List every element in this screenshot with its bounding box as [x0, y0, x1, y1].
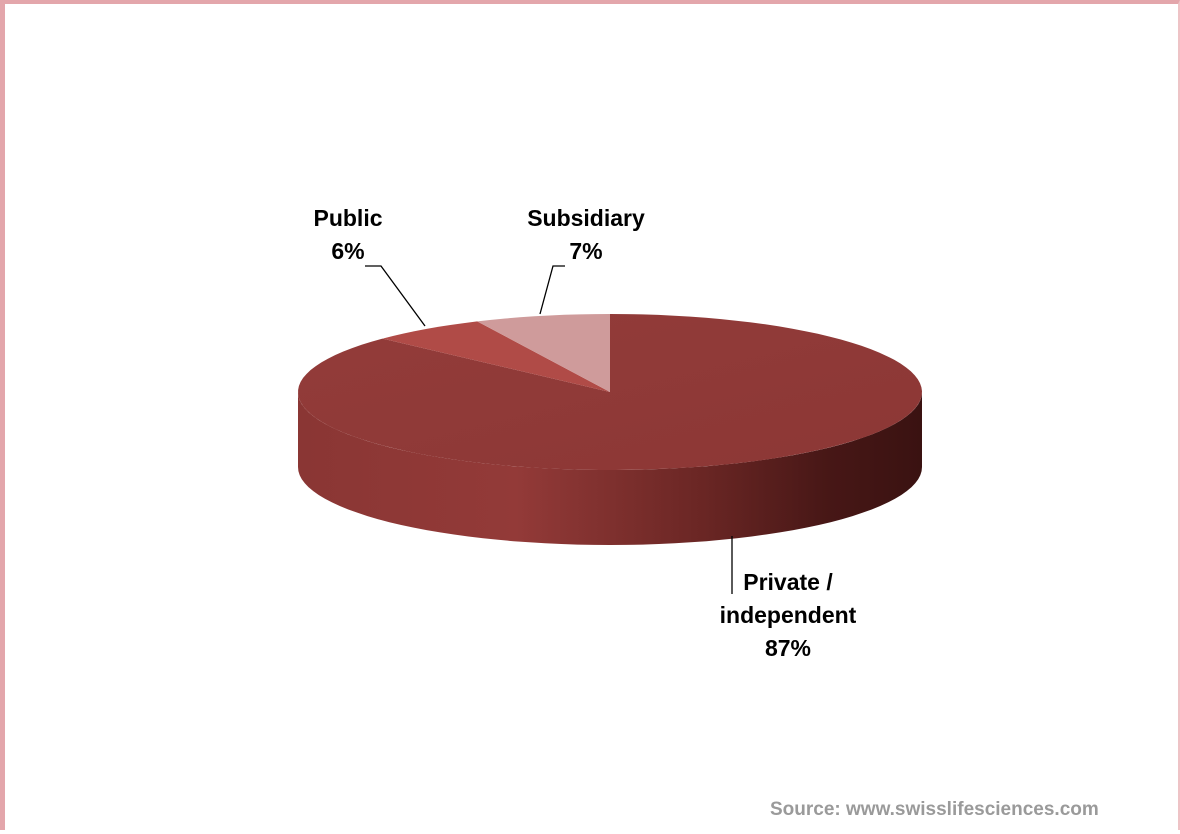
data-label-private-line: Private / [743, 569, 833, 595]
pie-slice-subsidiary [477, 314, 610, 392]
data-label-subsidiary: Subsidiary 7% [527, 205, 645, 264]
data-label-private-line: independent [720, 602, 857, 628]
data-label-subsidiary-line: 7% [569, 238, 602, 264]
pie-slice-side-private [298, 392, 922, 545]
data-label-private: Private / independent 87% [720, 569, 857, 661]
data-label-private-line: 87% [765, 635, 811, 661]
leader-line-subsidiary [539, 265, 565, 315]
pie-slice-public [382, 321, 610, 392]
leader-lines [365, 265, 733, 594]
data-label-public-line: Public [313, 205, 382, 231]
data-label-public: Public 6% [313, 205, 382, 264]
pie-side-layer [298, 392, 922, 545]
data-label-subsidiary-line: Subsidiary [527, 205, 645, 231]
data-label-public-line: 6% [331, 238, 364, 264]
data-labels: Private / independent 87% Public 6% Subsidiar… [313, 205, 856, 661]
pie-slice-private [298, 314, 923, 470]
pie-top-layer [298, 314, 923, 470]
leader-line-public [365, 265, 426, 327]
source-note: Source: www.swisslifesciences.com [770, 799, 1099, 820]
pie-chart: Private / independent 87% Public 6% Subsidiar… [298, 205, 923, 661]
